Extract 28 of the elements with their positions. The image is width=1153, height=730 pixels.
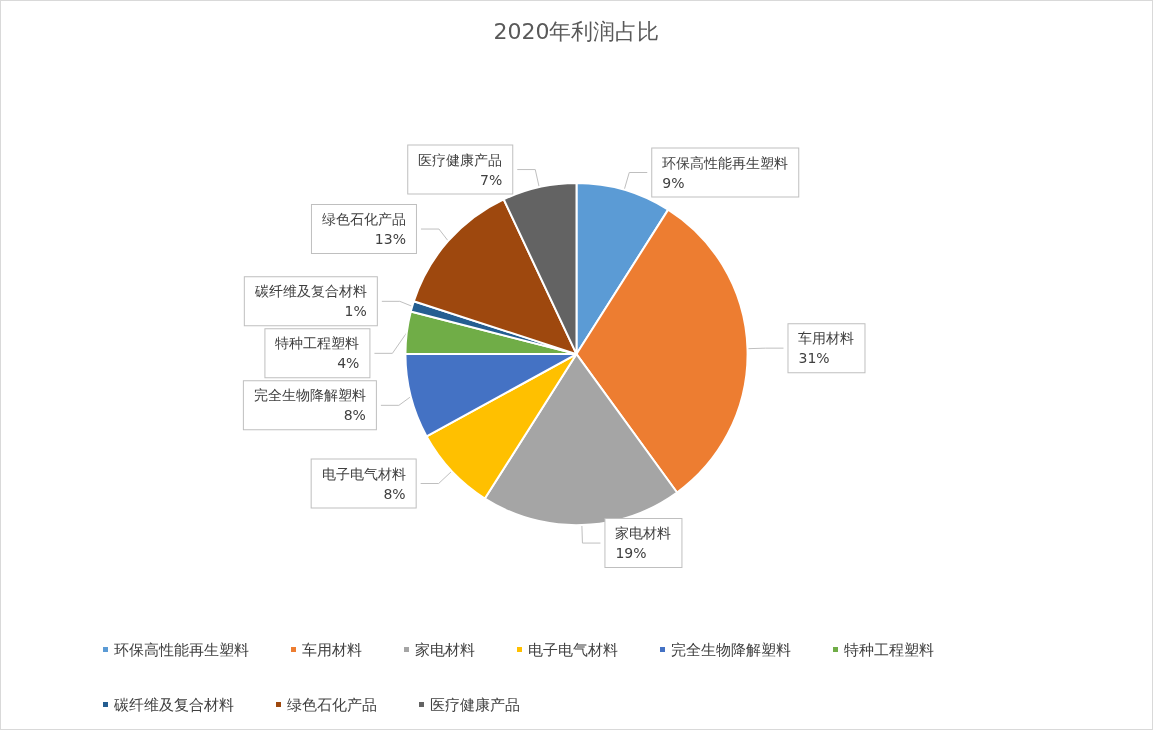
slice-label: 车用材料 [798,330,855,347]
legend-label: 完全生物降解塑料 [671,640,791,659]
data-label: 4% [337,355,360,372]
data-label: 8% [383,485,406,502]
data-label: 7% [480,171,503,188]
legend-label: 家电材料 [415,640,475,659]
legend-label: 碳纤维及复合材料 [113,695,234,714]
slice-label: 绿色石化产品 [321,211,406,228]
legend-label: 绿色石化产品 [287,695,377,714]
chart-title: 2020年利润占比 [493,18,660,44]
slice-label: 环保高性能再生塑料 [662,154,789,171]
data-label: 13% [374,231,406,248]
slice-label: 碳纤维及复合材料 [253,283,367,300]
legend-label: 医疗健康产品 [430,695,520,714]
data-label: 19% [615,545,647,562]
slice-label: 电子电气材料 [321,465,406,482]
data-label: 8% [343,407,366,424]
legend-label: 环保高性能再生塑料 [114,640,249,659]
data-label: 9% [662,174,685,191]
legend-label: 电子电气材料 [528,640,618,659]
slice-label: 家电材料 [615,525,672,542]
legend-label: 车用材料 [302,640,362,659]
data-label: 1% [344,303,367,320]
data-label: 31% [798,350,830,367]
slice-label: 医疗健康产品 [418,151,503,168]
legend-label: 特种工程塑料 [844,640,934,659]
slice-label: 完全生物降解塑料 [253,387,366,404]
slice-label: 特种工程塑料 [275,335,360,352]
